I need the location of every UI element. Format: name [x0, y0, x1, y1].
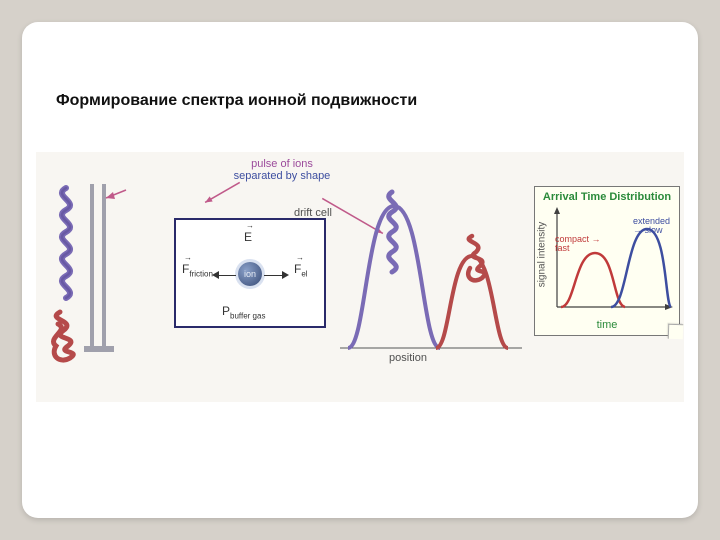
position-axis-label: position [378, 352, 438, 364]
pulse-arrow-left [199, 172, 234, 193]
pulse-header-line1: pulse of ions [251, 158, 313, 170]
slide-title: Формирование спектра ионной подвижности [56, 92, 417, 110]
drift-cell-box: E ion Ffriction Fel Pbuffer gas [174, 218, 326, 328]
injection-panel [40, 180, 170, 366]
atd-ylabel: signal intensity [537, 210, 548, 300]
figure-area: pulse of ions separated by shape [36, 152, 684, 402]
atd-title: Arrival Time Distribution [535, 191, 679, 203]
pulse-header: pulse of ions separated by shape [222, 158, 342, 182]
position-panel [336, 182, 526, 362]
sym-Ffriction: Ffriction [182, 262, 213, 278]
page-curl-icon [668, 324, 684, 340]
atd-chart: Arrival Time Distribution signal intensi… [534, 186, 680, 336]
atd-series-compact: compact → fast [555, 235, 601, 254]
sym-Fel: Fel [294, 262, 308, 278]
sym-E: E [244, 230, 252, 244]
ion-label: ion [238, 262, 262, 286]
atd-series-extended: extended → slow [633, 217, 679, 236]
sym-Pbuffer: Pbuffer gas [222, 304, 265, 320]
ion-sphere: ion [238, 262, 262, 286]
atd-xlabel: time [535, 319, 679, 331]
pulse-header-line2: separated by shape [234, 170, 331, 182]
slide-card: Формирование спектра ионной подвижности … [22, 22, 698, 518]
